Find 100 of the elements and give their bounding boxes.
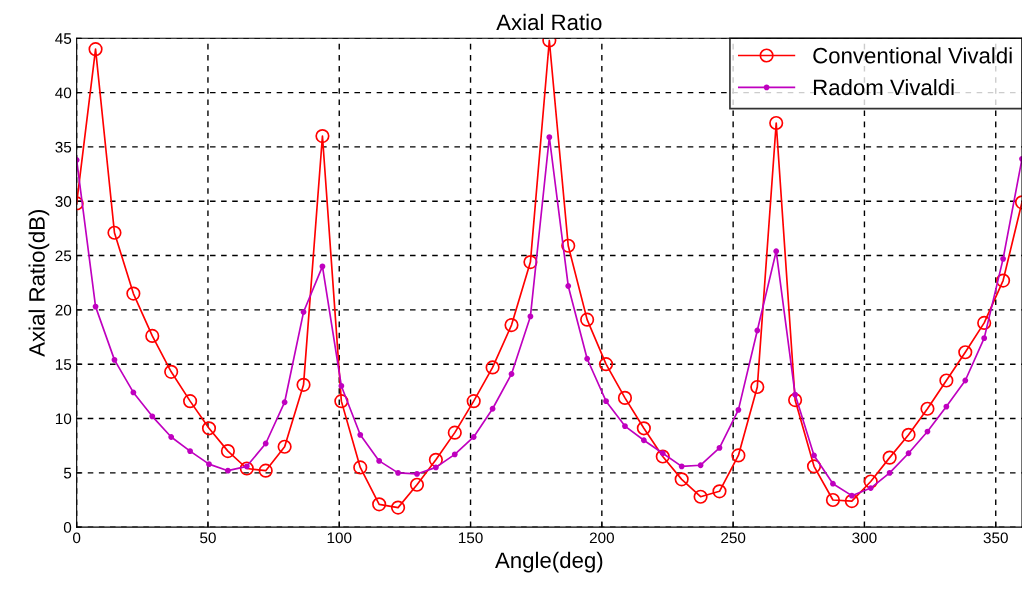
point <box>485 360 500 375</box>
point <box>655 449 670 464</box>
point <box>508 371 515 377</box>
x-tick-label: 100 <box>327 532 352 544</box>
point <box>640 437 647 444</box>
x-tick-label: 50 <box>200 532 216 544</box>
point <box>395 469 401 476</box>
x-tick-label: 350 <box>983 532 1008 544</box>
point <box>939 373 954 388</box>
point <box>731 448 746 463</box>
point <box>754 327 761 334</box>
y-tick-label: 10 <box>55 413 72 425</box>
legend-label: Conventional Vivaldi <box>813 47 1012 64</box>
x-axis-title: Angle(deg) <box>495 551 603 573</box>
point <box>183 394 198 409</box>
x-tick-label: 250 <box>721 532 746 544</box>
point <box>735 406 742 413</box>
point <box>338 383 345 389</box>
x-tick-label: 150 <box>458 532 483 544</box>
point <box>220 444 235 459</box>
point <box>126 286 141 301</box>
point <box>905 450 912 457</box>
point <box>149 413 156 420</box>
point <box>428 452 443 467</box>
x-tick-label: 0 <box>73 532 81 544</box>
point <box>130 389 137 396</box>
point <box>281 399 288 406</box>
point <box>825 492 841 508</box>
point <box>867 485 874 491</box>
point <box>830 480 836 487</box>
point <box>224 467 231 474</box>
y-tick-label: 5 <box>63 467 72 479</box>
point <box>92 303 99 310</box>
point <box>996 273 1011 288</box>
point <box>187 448 194 455</box>
point <box>201 421 217 436</box>
point <box>504 318 519 333</box>
point <box>489 405 496 412</box>
point <box>164 364 179 379</box>
point <box>300 309 307 315</box>
point <box>414 471 420 477</box>
point <box>372 497 387 512</box>
point <box>886 469 893 476</box>
point <box>565 283 572 289</box>
point <box>88 42 103 57</box>
point <box>470 434 477 440</box>
point <box>981 335 988 342</box>
point <box>296 377 311 392</box>
point <box>712 484 727 499</box>
y-tick-label: 0 <box>63 522 72 533</box>
point <box>792 391 799 398</box>
point <box>319 263 326 270</box>
point <box>901 427 916 442</box>
point <box>693 489 708 504</box>
y-tick-label: 45 <box>55 33 72 44</box>
point <box>697 462 704 469</box>
y-tick-label: 35 <box>55 141 72 153</box>
point <box>390 500 406 515</box>
point <box>962 377 969 384</box>
chart-title: Axial Ratio <box>496 13 602 31</box>
point <box>863 474 878 489</box>
point <box>811 452 817 459</box>
point <box>674 472 689 487</box>
point <box>353 460 368 475</box>
point <box>678 463 685 470</box>
point <box>844 493 859 509</box>
point <box>357 431 364 438</box>
point <box>603 398 609 405</box>
point <box>262 440 269 447</box>
point <box>546 134 553 141</box>
point <box>239 461 254 476</box>
x-tick-label: 200 <box>589 532 614 544</box>
y-axis-title: Axial Ratio(dB) <box>28 210 50 357</box>
point <box>206 461 212 468</box>
point <box>315 128 330 144</box>
y-tick-label: 20 <box>55 304 72 316</box>
point <box>466 394 481 409</box>
y-tick-label: 15 <box>55 359 72 370</box>
point <box>882 450 897 465</box>
point <box>750 379 765 395</box>
point <box>584 355 591 362</box>
legend-label: Radom Vivaldi <box>813 79 954 96</box>
point <box>788 392 803 408</box>
point <box>943 403 950 410</box>
point <box>409 477 425 492</box>
point <box>848 492 855 499</box>
point <box>977 315 992 331</box>
point <box>334 394 349 409</box>
point <box>168 434 175 440</box>
point <box>598 357 614 372</box>
point <box>580 312 595 327</box>
point <box>523 254 538 270</box>
point <box>432 464 439 471</box>
point <box>622 423 628 430</box>
point <box>769 115 784 131</box>
point <box>527 313 534 320</box>
point <box>447 425 462 440</box>
point <box>561 238 576 253</box>
point <box>277 439 292 454</box>
point <box>145 328 160 344</box>
